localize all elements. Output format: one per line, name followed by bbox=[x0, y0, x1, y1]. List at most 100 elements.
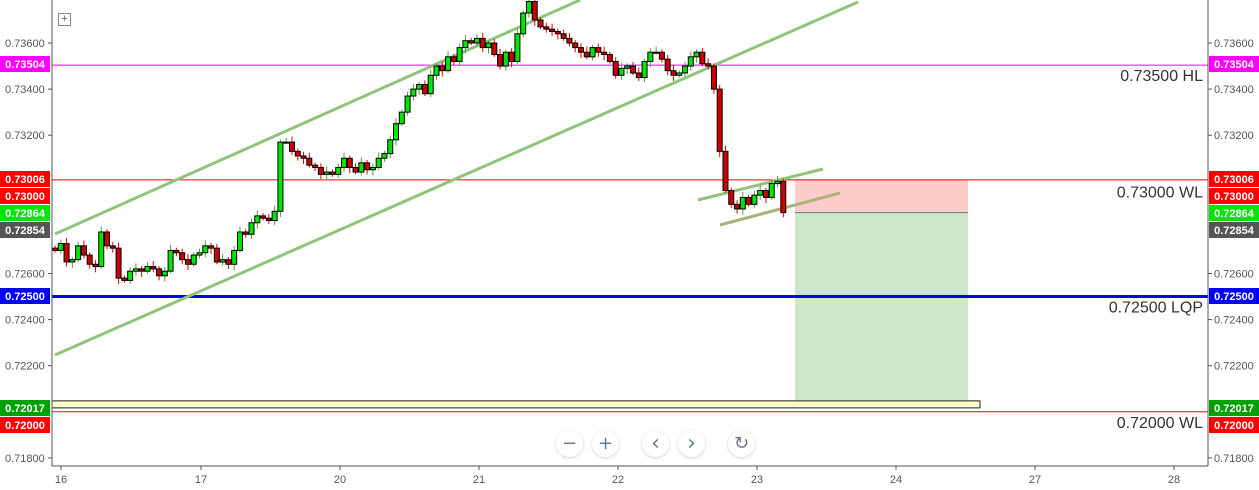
scroll-left-button[interactable]: ‹ bbox=[642, 430, 669, 457]
trend-channels[interactable] bbox=[54, 0, 859, 357]
candle bbox=[104, 229, 111, 250]
candle-body bbox=[531, 1, 538, 21]
candle-body bbox=[577, 47, 584, 53]
candle bbox=[173, 247, 180, 257]
channel-lower-line[interactable] bbox=[54, 0, 859, 357]
candle bbox=[497, 48, 504, 70]
x-ticks: 16 17 20 21 22 23 24 27 28 bbox=[55, 466, 1180, 486]
candle bbox=[537, 17, 544, 30]
candle-body bbox=[502, 51, 509, 67]
candle-body bbox=[450, 56, 457, 62]
candle-body bbox=[161, 270, 168, 277]
candle bbox=[369, 163, 376, 176]
candle-body bbox=[670, 70, 677, 76]
candle bbox=[393, 118, 400, 146]
level-label: 0.72000 WL bbox=[1117, 415, 1203, 432]
price-tag-text: 0.72864 bbox=[5, 208, 46, 220]
channel-upper-line[interactable] bbox=[54, 0, 581, 236]
price-tag-left bbox=[0, 222, 50, 238]
candle-body bbox=[728, 190, 735, 205]
price-tag-left bbox=[0, 205, 50, 221]
candle bbox=[479, 32, 486, 53]
short-position-tool[interactable] bbox=[795, 179, 968, 408]
candle bbox=[699, 48, 706, 67]
candle bbox=[682, 61, 689, 77]
candle bbox=[589, 44, 596, 61]
candle bbox=[138, 266, 145, 277]
candle bbox=[150, 261, 157, 273]
candle bbox=[179, 248, 186, 265]
candle-body bbox=[525, 1, 532, 14]
candle-body bbox=[722, 150, 729, 192]
candle bbox=[323, 166, 330, 181]
candle-body bbox=[283, 141, 290, 144]
candle-body bbox=[549, 28, 556, 32]
candle bbox=[491, 38, 498, 57]
candle bbox=[653, 46, 660, 55]
candle bbox=[63, 238, 70, 267]
candle bbox=[57, 239, 64, 254]
x-tick-label: 24 bbox=[890, 474, 902, 486]
zoom-in-button[interactable]: + bbox=[592, 430, 619, 457]
candle-body bbox=[410, 88, 417, 97]
candle bbox=[404, 91, 411, 116]
candle bbox=[635, 67, 642, 82]
flag-lower-line[interactable] bbox=[719, 191, 841, 227]
y-tick-left: 0.72600 bbox=[5, 269, 45, 281]
price-tag-text: 0.72854 bbox=[1214, 225, 1255, 237]
candle bbox=[346, 155, 353, 174]
scroll-right-button[interactable]: › bbox=[678, 430, 705, 457]
y-ticks: 0.73600 0.73600 0.73400 0.73400 0.73200 0.732… bbox=[5, 38, 1254, 465]
expand-icon[interactable]: + bbox=[58, 13, 71, 26]
candle bbox=[52, 245, 58, 253]
flag-upper-line[interactable] bbox=[697, 167, 824, 202]
candle-body bbox=[716, 88, 723, 152]
candle bbox=[225, 256, 232, 269]
price-tag-left bbox=[0, 171, 50, 187]
candle-body bbox=[404, 95, 411, 113]
candle-body bbox=[115, 247, 122, 279]
candle-body bbox=[630, 65, 636, 74]
candle bbox=[132, 263, 139, 276]
candle bbox=[86, 252, 93, 269]
y-tick-right: 0.71800 bbox=[1214, 453, 1254, 465]
candle-body bbox=[647, 51, 654, 62]
candle-body bbox=[456, 47, 463, 62]
candle-body bbox=[705, 63, 712, 67]
candle bbox=[208, 243, 215, 254]
candle-body bbox=[98, 231, 105, 268]
level-label: 0.72500 LQP bbox=[1109, 300, 1203, 317]
price-tags: 0.73504 0.73504 0.73006 0.73006 0.73000 0.730… bbox=[0, 56, 1259, 433]
zoom-out-button[interactable]: − bbox=[556, 430, 583, 457]
candle-body bbox=[86, 254, 93, 265]
candle bbox=[612, 57, 619, 79]
candle-body bbox=[352, 166, 359, 173]
candle-body bbox=[231, 249, 238, 265]
candle-body bbox=[260, 215, 267, 219]
candle-body bbox=[780, 180, 787, 214]
candle-body bbox=[335, 166, 342, 175]
candle bbox=[288, 136, 295, 155]
candle bbox=[248, 218, 255, 239]
candle-body bbox=[710, 65, 717, 90]
candle bbox=[705, 58, 712, 70]
candle bbox=[144, 262, 151, 274]
price-tag-left bbox=[0, 56, 50, 72]
candle bbox=[687, 51, 694, 71]
candle-body bbox=[774, 180, 781, 185]
candle bbox=[69, 256, 76, 268]
candle-body bbox=[762, 190, 769, 198]
price-tag-right bbox=[1209, 205, 1259, 221]
y-tick-right: 0.73400 bbox=[1214, 84, 1254, 96]
candle-body bbox=[167, 249, 174, 272]
candle-body bbox=[127, 270, 134, 281]
candle bbox=[693, 49, 700, 63]
candle bbox=[450, 54, 457, 65]
candle-body bbox=[242, 231, 249, 235]
price-tag-left bbox=[0, 288, 50, 304]
reset-chart-button[interactable]: ↻ bbox=[728, 430, 755, 457]
candle bbox=[184, 254, 191, 271]
price-tag-text: 0.72017 bbox=[1214, 403, 1254, 415]
candle-body bbox=[497, 54, 504, 67]
